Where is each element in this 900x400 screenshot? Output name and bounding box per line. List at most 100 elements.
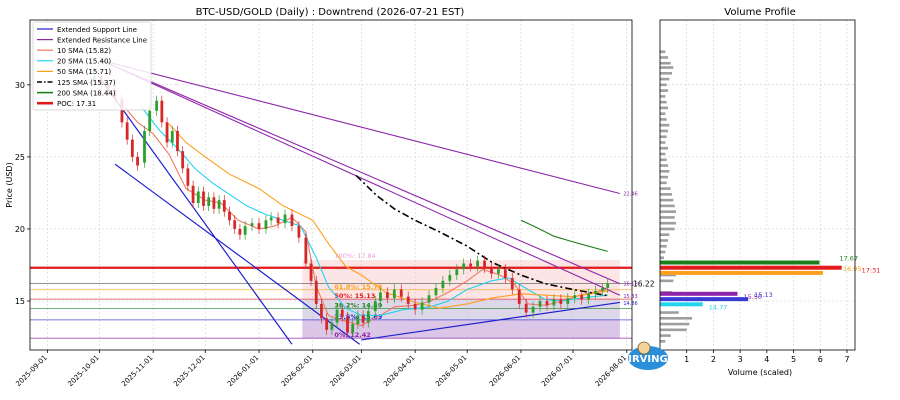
candle-body (469, 263, 473, 267)
candle-body (186, 168, 190, 186)
candle-body (207, 197, 211, 206)
volume-bin-bar (660, 244, 667, 248)
volume-bin-bar (660, 187, 671, 190)
volume-bin-bar (660, 158, 667, 162)
candle-body (191, 185, 195, 204)
candle-body (228, 211, 231, 221)
volume-marker-bar (660, 297, 749, 302)
vp-x-tick-label: 7 (844, 355, 849, 364)
vp-x-tick-label: 3 (738, 355, 743, 364)
volume-bin-bar (660, 181, 667, 185)
x-tick-label: 2026-01-01 (226, 354, 260, 388)
volume-marker-bar (660, 302, 703, 307)
candle-body (406, 296, 410, 304)
sma-line-10-sma (119, 101, 608, 327)
y-tick-label: 25 (15, 153, 25, 162)
volume-marker-label: 17.67 (839, 255, 858, 263)
candle-body (202, 191, 205, 206)
line-end-label: 14.86 (623, 301, 637, 307)
vp-x-tick-label: 2 (711, 355, 716, 364)
legend-item-label: 200 SMA (18.44) (57, 89, 116, 97)
volume-bin-bar (660, 175, 669, 179)
candle-body (524, 303, 528, 313)
fib-label-100: 100%: 17.84 (334, 252, 375, 260)
line-end-label: 16.18 (623, 282, 637, 288)
candle-body (373, 301, 377, 312)
x-tick-label: 2025-09-01 (14, 354, 48, 388)
candle-body (531, 306, 535, 313)
volume-bin-bar (660, 164, 669, 167)
candle-body (606, 283, 610, 289)
resistance-line (100, 59, 620, 195)
sma-line-50-sma (168, 123, 608, 309)
legend-item-label: POC: 17.31 (57, 100, 96, 108)
volume-profile-x-axis-label: Volume (scaled) (728, 368, 792, 377)
volume-bin-bar (660, 83, 667, 87)
line-end-label: 22.46 (623, 192, 637, 198)
candle-body (366, 311, 370, 323)
candle-body (160, 100, 164, 123)
volume-bin-bar (660, 210, 677, 213)
volume-bin-bar (660, 50, 666, 54)
legend-box (32, 21, 152, 111)
volume-bin-bar (660, 311, 679, 314)
candle-body (165, 122, 169, 143)
candle-body (441, 280, 445, 289)
volume-marker-label: 14.77 (709, 303, 728, 311)
volume-bin-bar (660, 340, 666, 343)
main-y-axis-label: Price (USD) (5, 162, 14, 207)
volume-bin-bar (660, 72, 673, 75)
resistance-line (100, 59, 621, 296)
x-tick-label: 2025-11-01 (120, 354, 154, 388)
volume-bin-bar (660, 227, 675, 231)
candle-body (538, 301, 542, 307)
volume-bin-bar (660, 146, 669, 150)
volume-bin-bar (660, 129, 669, 133)
support-line (361, 301, 620, 341)
candle-body (125, 122, 129, 140)
candle-body (573, 295, 577, 299)
x-tick-label: 2025-12-01 (172, 354, 206, 388)
candle-body (545, 301, 549, 306)
candle-body (276, 217, 280, 224)
candle-body (580, 295, 584, 300)
volume-marker-label: 15.50 (743, 293, 762, 301)
volume-bin-bar (660, 279, 674, 283)
volume-bin-bar (660, 56, 669, 59)
volume-bin-bar (660, 112, 666, 115)
volume-profile-title: Volume Profile (724, 7, 795, 18)
volume-bin-bar (660, 322, 690, 326)
legend-item-label: 125 SMA (15.37) (57, 79, 116, 87)
candle-body (283, 214, 287, 224)
candle-body (325, 318, 329, 330)
candle-body (269, 217, 273, 221)
candle-body (155, 100, 159, 111)
volume-bin-bar (660, 95, 666, 98)
volume-bin-bar (660, 89, 669, 92)
y-tick-label: 15 (15, 297, 25, 306)
candle-body (148, 110, 152, 131)
candle-body (309, 263, 313, 281)
volume-plot-frame (659, 19, 856, 351)
main-chart-title: BTC-USD/GOLD (Daily) : Downtrend (2026-0… (196, 7, 465, 18)
vp-x-tick-label: 6 (818, 355, 823, 364)
candle-body (413, 303, 417, 310)
candle-body (351, 324, 355, 333)
legend-item-label: 10 SMA (15.82) (57, 47, 111, 55)
candle-body (385, 292, 389, 299)
candle-body (250, 223, 254, 227)
volume-marker-bar (660, 265, 842, 270)
candle-body (587, 293, 591, 300)
sma-line-125-sma (355, 175, 608, 297)
candle-body (217, 200, 221, 209)
volume-bin-bar (660, 135, 667, 139)
x-tick-label: 2026-03-01 (328, 354, 362, 388)
candle-body (340, 309, 344, 317)
volume-bin-bar (660, 334, 671, 337)
candle-body (320, 303, 323, 319)
volume-bin-bar (660, 328, 687, 332)
fib-box-bottom-zone (302, 319, 620, 339)
current-price-label: 16.22 (633, 279, 655, 288)
sma-line-20-sma (140, 106, 608, 316)
